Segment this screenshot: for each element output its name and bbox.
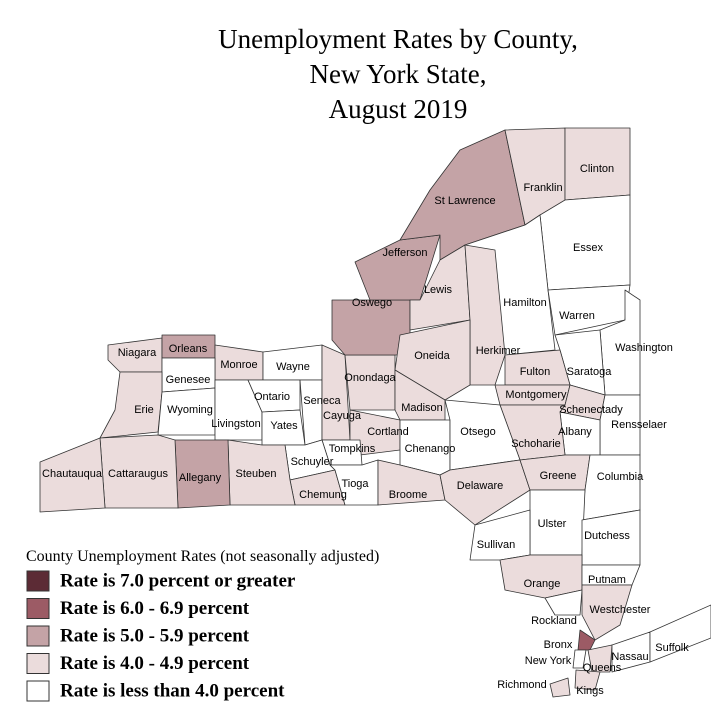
county-label: Sullivan xyxy=(477,539,516,551)
label-layer: Niagara Orleans Monroe Wayne Genesee Erie Wyom… xyxy=(42,163,689,697)
county-label: Putnam xyxy=(588,574,626,586)
county xyxy=(581,454,641,521)
county-label: Clinton xyxy=(580,163,614,175)
legend-title: County Unemployment Rates (not seasonall… xyxy=(26,548,379,565)
county-label: Broome xyxy=(389,489,428,501)
county xyxy=(354,234,441,301)
legend-swatch xyxy=(26,680,50,702)
county xyxy=(581,584,633,641)
county-label: Ontario xyxy=(254,391,290,403)
county xyxy=(572,649,587,669)
county-label: Schenectady xyxy=(559,404,623,416)
county-label: Kings xyxy=(576,685,604,697)
county xyxy=(349,409,401,456)
county-label: Albany xyxy=(558,426,592,438)
legend-swatch xyxy=(26,598,50,619)
county-label: Dutchess xyxy=(584,530,630,542)
county-label: Wayne xyxy=(276,361,310,373)
county-label: Columbia xyxy=(597,471,644,483)
county-layer xyxy=(39,127,711,698)
county xyxy=(649,604,711,663)
county-label: Tioga xyxy=(341,478,369,490)
county-label: Delaware xyxy=(457,480,503,492)
legend: Rate is 7.0 percent or greater Rate is 6.… xyxy=(26,570,296,702)
county-label: Bronx xyxy=(544,639,573,651)
county-label: Cayuga xyxy=(323,410,362,422)
county-label: Chemung xyxy=(299,489,347,501)
county-label: Westchester xyxy=(590,604,651,616)
legend-label: Rate is 5.0 - 5.9 percent xyxy=(60,625,250,646)
legend-swatch xyxy=(26,625,50,647)
county xyxy=(549,677,571,698)
title-line: New York State, xyxy=(309,59,486,89)
county-label: Suffolk xyxy=(655,642,689,654)
county xyxy=(574,669,601,691)
county-label: Chautauqua xyxy=(42,468,103,480)
county-label: Monroe xyxy=(220,359,257,371)
legend-swatch xyxy=(26,653,50,674)
county-label: Herkimer xyxy=(476,345,521,357)
county-label: Queens xyxy=(583,662,622,674)
county-label: Schuyler xyxy=(291,456,334,468)
legend-label: Rate is 7.0 percent or greater xyxy=(60,570,296,591)
county-label: Richmond xyxy=(497,679,547,691)
county-label: Fulton xyxy=(520,366,551,378)
county-label: New York xyxy=(525,655,572,667)
title-line: Unemployment Rates by County, xyxy=(218,24,578,54)
county xyxy=(39,437,106,513)
county-label: Washington xyxy=(615,342,673,354)
county-label: Montgomery xyxy=(505,389,567,401)
county-label: Hamilton xyxy=(503,297,546,309)
county-label: Allegany xyxy=(179,472,222,484)
legend-label: Rate is less than 4.0 percent xyxy=(60,680,285,701)
county-label: Otsego xyxy=(460,426,495,438)
legend-swatch xyxy=(26,570,50,592)
county xyxy=(587,644,613,673)
county-label: Franklin xyxy=(523,182,562,194)
county-label: Cattaraugus xyxy=(108,468,168,480)
county-label: Jefferson xyxy=(382,247,427,259)
legend-label: Rate is 4.0 - 4.9 percent xyxy=(60,653,250,674)
county-label: Ulster xyxy=(538,518,567,530)
county-label: Madison xyxy=(401,402,443,414)
county-label: Orleans xyxy=(169,343,208,355)
county-label: Orange xyxy=(524,578,561,590)
county-label: Genesee xyxy=(166,374,211,386)
legend-label: Rate is 6.0 - 6.9 percent xyxy=(60,598,250,619)
county-label: Seneca xyxy=(303,395,341,407)
county-label: Saratoga xyxy=(567,366,613,378)
county-label: Rensselaer xyxy=(611,419,667,431)
county-label: Steuben xyxy=(236,468,277,480)
county-label: Lewis xyxy=(424,284,453,296)
county-label: Essex xyxy=(573,242,603,254)
county-label: Yates xyxy=(270,420,298,432)
county-label: Warren xyxy=(559,310,595,322)
title-line: August 2019 xyxy=(329,94,468,124)
county-label: Wyoming xyxy=(167,404,213,416)
county-label: Livingston xyxy=(211,418,261,430)
county-label: Rockland xyxy=(531,615,577,627)
county-label: Onondaga xyxy=(344,372,396,384)
county-label: Chenango xyxy=(405,443,456,455)
county-label: Schoharie xyxy=(511,438,561,450)
county-label: Greene xyxy=(540,470,577,482)
county-label: Nassau xyxy=(611,651,648,663)
county-label: Tompkins xyxy=(329,443,376,455)
county-label: Oneida xyxy=(414,350,450,362)
county-label: Niagara xyxy=(118,347,157,359)
county-label: Oswego xyxy=(352,297,392,309)
county xyxy=(394,319,471,401)
county-label: Erie xyxy=(134,404,154,416)
county-label: Cortland xyxy=(367,426,409,438)
county xyxy=(544,589,583,616)
county xyxy=(499,554,583,599)
county-label: St Lawrence xyxy=(434,195,495,207)
